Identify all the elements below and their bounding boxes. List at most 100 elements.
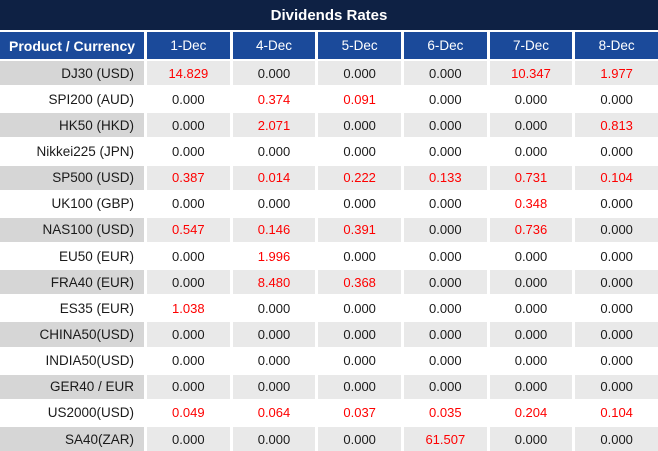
value-cell: 0.000 [403, 270, 487, 295]
value-cell: 0.391 [318, 217, 401, 242]
value-cell: 0.000 [318, 113, 401, 138]
value-cell: 0.000 [403, 113, 487, 138]
value-cell: 0.000 [403, 296, 487, 321]
table-row: UK100 (GBP) 0.000 0.000 0.000 0.000 0.348 0.00… [0, 191, 658, 216]
value-cell: 0.000 [147, 113, 230, 138]
value-cell: 0.000 [575, 139, 658, 164]
value-cell: 0.000 [147, 243, 230, 269]
value-cell: 0.104 [575, 165, 658, 190]
value-cell: 0.000 [575, 374, 658, 399]
value-cell: 0.000 [575, 217, 658, 242]
date-header-cell: 5-Dec [318, 32, 401, 59]
value-cell: 0.000 [147, 87, 230, 112]
product-cell: US2000(USD) [0, 400, 144, 425]
value-cell: 0.000 [489, 322, 573, 347]
value-cell: 0.374 [232, 87, 316, 112]
value-cell: 0.000 [575, 270, 658, 295]
value-cell: 0.204 [489, 400, 573, 425]
value-cell: 2.071 [232, 113, 316, 138]
header-row: Product / Currency 1-Dec 4-Dec 5-Dec 6-Dec 7… [0, 32, 658, 59]
value-cell: 0.104 [575, 400, 658, 425]
value-cell: 0.000 [232, 139, 316, 164]
value-cell: 0.000 [147, 348, 230, 373]
value-cell: 0.064 [232, 400, 316, 425]
value-cell: 0.000 [575, 348, 658, 373]
value-cell: 0.000 [489, 243, 573, 269]
value-cell: 0.049 [147, 400, 230, 425]
value-cell: 0.000 [147, 426, 230, 451]
value-cell: 0.000 [575, 296, 658, 321]
date-header-cell: 1-Dec [147, 32, 230, 59]
value-cell: 0.037 [318, 400, 401, 425]
value-cell: 0.091 [318, 87, 401, 112]
table-row: INDIA50(USD) 0.000 0.000 0.000 0.000 0.000 0.0… [0, 348, 658, 373]
date-header-cell: 7-Dec [489, 32, 573, 59]
table-body: DJ30 (USD) 14.829 0.000 0.000 0.000 10.347 1.9… [0, 61, 658, 451]
value-cell: 0.000 [489, 139, 573, 164]
value-cell: 0.000 [232, 322, 316, 347]
value-cell: 0.736 [489, 217, 573, 242]
date-header-cell: 4-Dec [232, 32, 316, 59]
value-cell: 0.000 [489, 348, 573, 373]
value-cell: 14.829 [147, 61, 230, 86]
product-cell: INDIA50(USD) [0, 348, 144, 373]
value-cell: 0.000 [489, 296, 573, 321]
table-row: HK50 (HKD) 0.000 2.071 0.000 0.000 0.000 0.813 [0, 113, 658, 138]
value-cell: 8.480 [232, 270, 316, 295]
product-cell: EU50 (EUR) [0, 243, 144, 269]
table-row: CHINA50(USD) 0.000 0.000 0.000 0.000 0.000 0.0… [0, 322, 658, 347]
value-cell: 0.000 [403, 87, 487, 112]
table-row: ES35 (EUR) 1.038 0.000 0.000 0.000 0.000 0.000 [0, 296, 658, 321]
value-cell: 1.977 [575, 61, 658, 86]
product-cell: NAS100 (USD) [0, 217, 144, 242]
table-row: GER40 / EUR 0.000 0.000 0.000 0.000 0.000 0.00… [0, 374, 658, 399]
value-cell: 0.000 [575, 243, 658, 269]
value-cell: 61.507 [403, 426, 487, 451]
value-cell: 0.000 [575, 87, 658, 112]
value-cell: 0.000 [318, 374, 401, 399]
value-cell: 0.547 [147, 217, 230, 242]
table-row: EU50 (EUR) 0.000 1.996 0.000 0.000 0.000 0.000 [0, 243, 658, 269]
value-cell: 0.000 [232, 61, 316, 86]
title-bar: Dividends Rates [0, 0, 658, 30]
value-cell: 10.347 [489, 61, 573, 86]
value-cell: 0.000 [403, 322, 487, 347]
value-cell: 0.731 [489, 165, 573, 190]
table-row: SA40(ZAR) 0.000 0.000 0.000 61.507 0.000 0.000 [0, 426, 658, 451]
value-cell: 0.000 [489, 113, 573, 138]
value-cell: 0.000 [318, 426, 401, 451]
product-cell: SPI200 (AUD) [0, 87, 144, 112]
value-cell: 0.000 [403, 374, 487, 399]
table-row: DJ30 (USD) 14.829 0.000 0.000 0.000 10.347 1.9… [0, 61, 658, 86]
product-cell: UK100 (GBP) [0, 191, 144, 216]
date-header-cell: 8-Dec [575, 32, 658, 59]
value-cell: 0.000 [403, 191, 487, 216]
product-cell: DJ30 (USD) [0, 61, 144, 86]
product-cell: SP500 (USD) [0, 165, 144, 190]
value-cell: 0.000 [147, 270, 230, 295]
value-cell: 0.000 [318, 322, 401, 347]
value-cell: 0.000 [318, 348, 401, 373]
value-cell: 0.222 [318, 165, 401, 190]
value-cell: 0.000 [147, 191, 230, 216]
value-cell: 0.000 [318, 243, 401, 269]
value-cell: 1.996 [232, 243, 316, 269]
product-cell: Nikkei225 (JPN) [0, 139, 144, 164]
value-cell: 0.014 [232, 165, 316, 190]
product-cell: SA40(ZAR) [0, 426, 144, 451]
value-cell: 0.000 [232, 426, 316, 451]
value-cell: 0.000 [232, 191, 316, 216]
value-cell: 0.000 [489, 270, 573, 295]
value-cell: 0.348 [489, 191, 573, 216]
value-cell: 0.035 [403, 400, 487, 425]
value-cell: 0.813 [575, 113, 658, 138]
value-cell: 0.000 [489, 374, 573, 399]
value-cell: 0.000 [575, 426, 658, 451]
value-cell: 0.000 [575, 322, 658, 347]
product-cell: FRA40 (EUR) [0, 270, 144, 295]
table-row: Nikkei225 (JPN) 0.000 0.000 0.000 0.000 0.000… [0, 139, 658, 164]
value-cell: 0.000 [318, 139, 401, 164]
value-cell: 0.133 [403, 165, 487, 190]
value-cell: 0.000 [318, 296, 401, 321]
value-cell: 0.387 [147, 165, 230, 190]
